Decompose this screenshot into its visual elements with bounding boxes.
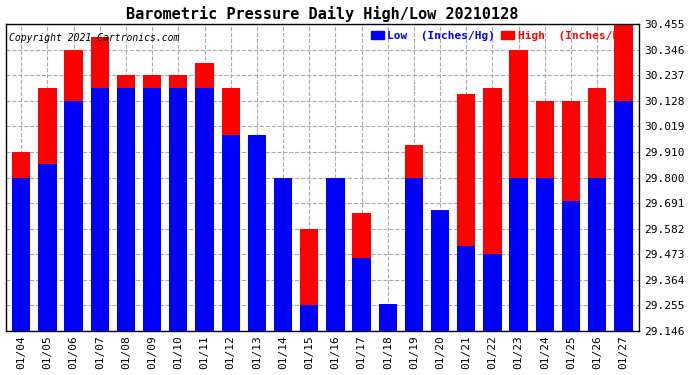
Bar [326, 178, 344, 331]
Bar [90, 37, 109, 331]
Bar [614, 24, 633, 331]
Bar [509, 50, 528, 331]
Bar [535, 178, 554, 331]
Bar [38, 88, 57, 331]
Bar [405, 145, 423, 331]
Bar [143, 88, 161, 331]
Bar [535, 101, 554, 331]
Bar [509, 178, 528, 331]
Bar [169, 88, 188, 331]
Bar [12, 178, 30, 331]
Text: Copyright 2021 Cartronics.com: Copyright 2021 Cartronics.com [9, 33, 179, 44]
Bar [274, 237, 292, 331]
Bar [483, 254, 502, 331]
Bar [562, 201, 580, 331]
Bar [588, 178, 607, 331]
Legend: Low  (Inches/Hg), High  (Inches/Hg): Low (Inches/Hg), High (Inches/Hg) [370, 30, 633, 42]
Bar [12, 152, 30, 331]
Bar [169, 75, 188, 331]
Bar [64, 50, 83, 331]
Bar [117, 75, 135, 331]
Bar [90, 88, 109, 331]
Bar [117, 88, 135, 331]
Title: Barometric Pressure Daily High/Low 20210128: Barometric Pressure Daily High/Low 20210… [126, 6, 518, 21]
Bar [300, 305, 318, 331]
Bar [195, 88, 214, 331]
Bar [248, 135, 266, 331]
Bar [483, 88, 502, 331]
Bar [405, 178, 423, 331]
Bar [64, 101, 83, 331]
Bar [300, 229, 318, 331]
Bar [143, 75, 161, 331]
Bar [431, 210, 449, 331]
Bar [38, 164, 57, 331]
Bar [379, 304, 397, 331]
Bar [457, 246, 475, 331]
Bar [588, 88, 607, 331]
Bar [248, 173, 266, 331]
Bar [353, 258, 371, 331]
Bar [221, 88, 240, 331]
Bar [614, 101, 633, 331]
Bar [562, 101, 580, 331]
Bar [195, 63, 214, 331]
Bar [431, 210, 449, 331]
Bar [274, 178, 292, 331]
Bar [353, 213, 371, 331]
Bar [326, 216, 344, 331]
Bar [379, 331, 397, 335]
Bar [457, 94, 475, 331]
Bar [221, 135, 240, 331]
